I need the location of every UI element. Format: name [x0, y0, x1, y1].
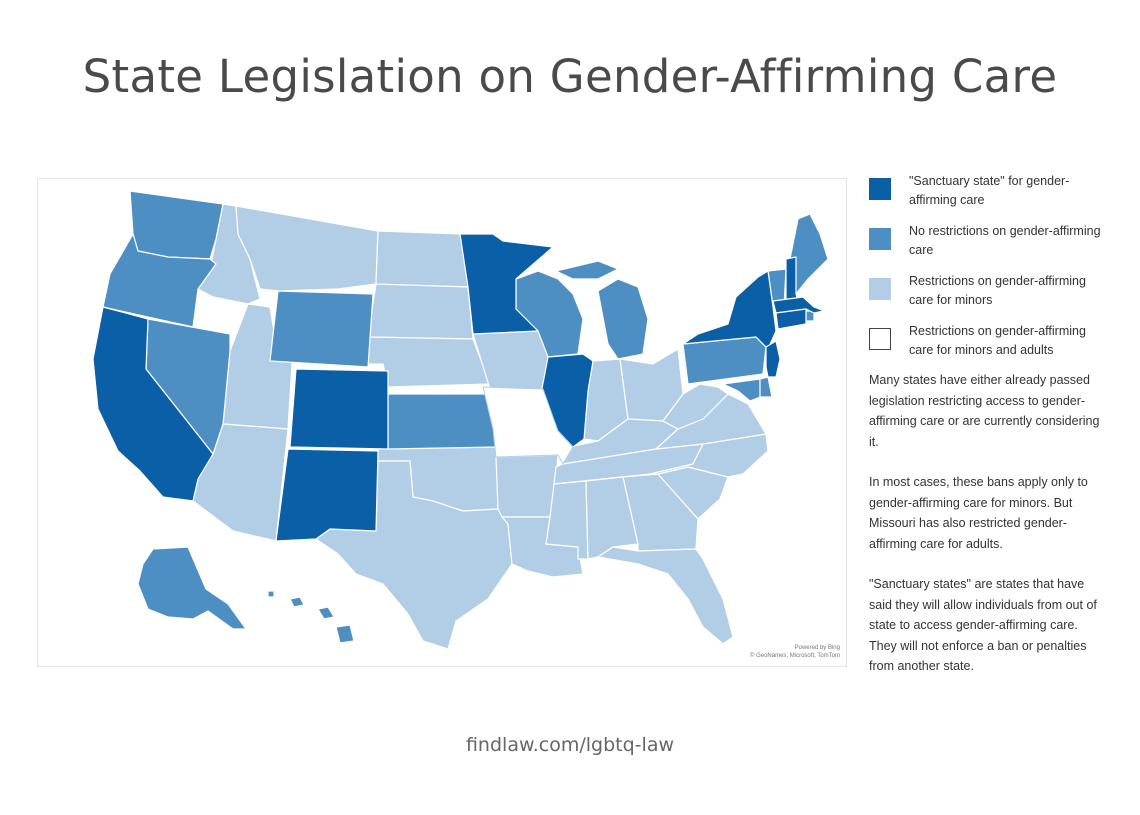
state-north-dakota	[375, 230, 469, 288]
legend-swatch-restrict-all	[869, 328, 891, 350]
map-credit-line2: © GeoNames, Microsoft, TomTom	[750, 653, 840, 659]
state-missouri	[482, 386, 574, 466]
state-connecticut	[775, 308, 807, 330]
state-arkansas	[495, 454, 559, 518]
state-texas	[315, 460, 513, 650]
state-north-carolina	[649, 433, 769, 478]
state-south-dakota	[367, 283, 474, 340]
state-minnesota	[459, 233, 554, 335]
state-washington	[129, 190, 224, 260]
state-west-virginia	[662, 383, 729, 430]
map-credit-line1: Powered by Bing	[794, 645, 840, 651]
legend-item-no-restrictions: No restrictions on gender-affirming care	[869, 222, 1109, 260]
states-sanctuary	[92, 233, 825, 542]
state-florida	[597, 546, 734, 645]
state-delaware	[759, 376, 773, 398]
state-maryland	[722, 378, 761, 402]
state-michigan	[555, 260, 649, 360]
map-legend: "Sanctuary state" for gender-affirming c…	[869, 172, 1109, 372]
note-paragraph-1: Many states have either already passed l…	[869, 373, 1100, 449]
state-new-york	[682, 270, 777, 350]
state-montana	[235, 205, 379, 292]
legend-label-sanctuary: "Sanctuary state" for gender-affirming c…	[909, 174, 1070, 207]
legend-label-no-restrictions: No restrictions on gender-affirming care	[909, 224, 1101, 257]
state-california	[92, 306, 214, 502]
state-new-mexico	[275, 448, 379, 542]
state-wyoming	[269, 290, 374, 368]
state-kansas	[387, 393, 497, 450]
states-restrict-minors	[192, 203, 769, 650]
state-alaska	[137, 546, 247, 630]
source-url: findlaw.com/lgbtq-law	[465, 734, 675, 756]
note-paragraph-2: In most cases, these bans apply only to …	[869, 475, 1088, 551]
legend-label-restrict-minors: Restrictions on gender-affirming care fo…	[909, 274, 1086, 307]
us-map: Powered by Bing © GeoNames, Microsoft, T…	[37, 178, 847, 667]
page-title: State Legislation on Gender-Affirming Ca…	[82, 50, 1058, 103]
states-no-restrictions	[102, 190, 829, 644]
note-paragraph-3: "Sanctuary states" are states that have …	[869, 577, 1097, 673]
state-pennsylvania	[682, 336, 767, 385]
state-oregon	[102, 233, 217, 328]
state-new-hampshire	[785, 256, 799, 305]
state-colorado	[289, 368, 389, 450]
legend-item-sanctuary: "Sanctuary state" for gender-affirming c…	[869, 172, 1109, 210]
legend-swatch-restrict-minors	[869, 278, 891, 300]
legend-label-restrict-all: Restrictions on gender-affirming care fo…	[909, 324, 1086, 357]
legend-swatch-sanctuary	[869, 178, 891, 200]
us-map-svg	[92, 190, 829, 650]
map-credit: Powered by Bing © GeoNames, Microsoft, T…	[750, 644, 840, 660]
explanatory-notes: Many states have either already passed l…	[869, 370, 1101, 697]
legend-item-restrict-minors: Restrictions on gender-affirming care fo…	[869, 272, 1109, 310]
state-hawaii	[267, 590, 355, 644]
states-restrict-all	[482, 386, 574, 466]
legend-swatch-no-restrictions	[869, 228, 891, 250]
legend-item-restrict-all: Restrictions on gender-affirming care fo…	[869, 322, 1109, 360]
state-new-jersey	[765, 340, 781, 378]
